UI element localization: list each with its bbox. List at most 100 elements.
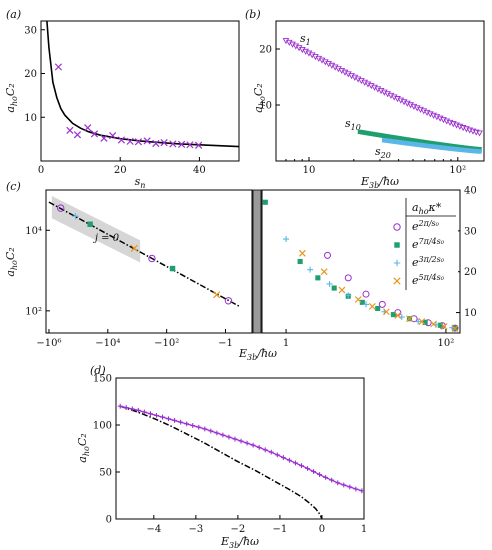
annotation-s20-sub: 20 — [380, 151, 391, 160]
y-tick-label-d: 0 — [106, 515, 112, 526]
annotation-s1-main: s — [300, 32, 306, 45]
data-point-d — [184, 421, 190, 427]
axis-break-band — [252, 189, 262, 334]
data-point-d — [208, 428, 214, 434]
data-point-d — [135, 407, 141, 413]
x-axis-label-b-main: E — [360, 175, 369, 188]
data-point-c-s3 — [394, 312, 402, 319]
data-point-s1 — [413, 138, 418, 143]
y-axis-label-a-main: a — [4, 106, 17, 113]
data-point-s1 — [444, 143, 449, 148]
y-axis-label-c-rest: C₂ — [4, 247, 17, 260]
data-point-c-s1 — [422, 319, 428, 325]
data-point-d — [329, 477, 335, 483]
data-point-s1 — [415, 138, 420, 144]
y-tick-label-a: 20 — [24, 69, 37, 80]
data-point — [186, 141, 194, 149]
fit-curve — [46, 21, 239, 148]
y-axis-label-b-sub: ho — [258, 96, 267, 106]
data-point-d — [166, 416, 171, 422]
plot-frame-c-right — [261, 189, 461, 334]
data-point-s1 — [468, 146, 473, 151]
data-point — [117, 136, 126, 144]
data-point-s1 — [428, 140, 434, 146]
legend-entry-base: e — [412, 220, 419, 233]
legend-entry: e5π/4s₀ — [412, 273, 445, 287]
legend-entry-base: e — [412, 256, 419, 269]
data-point — [100, 134, 108, 142]
x-axis-label-a-sub: n — [140, 181, 145, 190]
panel-label-b: (b) — [245, 8, 261, 21]
data-point — [73, 131, 82, 139]
data-point-c-s3 — [430, 320, 437, 328]
plot-area-b — [282, 38, 483, 154]
y-axis-label-c: ahoC₂ — [4, 247, 19, 276]
data-point-s1 — [446, 143, 451, 148]
data-point-c-s1 — [297, 258, 303, 265]
data-point-d — [202, 426, 208, 432]
data-point-d — [190, 423, 196, 428]
data-point-d — [256, 445, 262, 450]
data-point-d — [286, 457, 292, 463]
data-point-s1 — [395, 135, 400, 141]
data-point-c-s2 — [307, 266, 314, 273]
data-point-c-s2 — [283, 236, 290, 243]
data-point — [54, 63, 63, 71]
x-tick-label-b: 10 — [303, 165, 316, 176]
x-axis-label-d-sub: 3b — [229, 541, 239, 550]
data-point-s1 — [435, 141, 440, 147]
panel-label-d: (d) — [90, 364, 106, 377]
y-tick-label-c-right: 20 — [464, 267, 477, 278]
annotation-s10-sub: 10 — [351, 123, 361, 132]
x-axis-label-b: E3b/ħω — [360, 175, 399, 190]
annotation-s1-sub: 1 — [306, 38, 311, 47]
plot-area-d — [117, 403, 364, 519]
data-point-s1 — [470, 146, 476, 151]
data-point-d — [196, 424, 202, 430]
data-point-c-s3 — [451, 325, 459, 332]
data-point-s1 — [357, 129, 363, 135]
data-point-c-s0 — [344, 274, 352, 282]
data-point-d — [274, 452, 280, 458]
data-point-c-left — [87, 221, 93, 227]
dash-dot-curve-c — [48, 201, 241, 308]
data-point-c-s3 — [320, 268, 328, 276]
x-tick-label-a: 0 — [38, 165, 44, 176]
x-tick-label-d: 1 — [361, 524, 367, 535]
legend-entry-exp: 5π/4s₀ — [419, 273, 445, 282]
annotation-s20: s20 — [375, 145, 391, 160]
data-point-d — [250, 442, 256, 448]
data-point-c-s0 — [324, 251, 332, 259]
data-point-c-s3 — [418, 318, 426, 325]
data-point-d — [262, 447, 268, 453]
data-point-c-s2 — [415, 318, 422, 325]
data-point — [143, 137, 151, 145]
annotation-s20-main: s — [375, 145, 381, 158]
data-point-d — [232, 436, 238, 442]
data-point-c-left — [148, 254, 156, 263]
data-point-s1 — [433, 141, 438, 146]
x-tick-label-c-left: −10² — [154, 338, 179, 349]
legend-marker — [394, 242, 400, 248]
data-point-d — [117, 403, 123, 409]
data-point-c-s1 — [331, 285, 337, 291]
x-tick-label-a: 40 — [193, 165, 206, 176]
y-axis-label-b-main: a — [252, 106, 265, 113]
data-point-d — [148, 411, 153, 417]
data-point-s1 — [464, 145, 469, 151]
x-axis-label-b-rest: /ħω — [378, 175, 399, 188]
data-point-s1 — [457, 144, 462, 150]
plot-area-c-right — [262, 199, 459, 332]
data-point — [84, 124, 92, 132]
data-point-s1 — [373, 132, 378, 137]
x-axis-label-c: E3b/ħω — [238, 347, 277, 362]
x-tick-label-d: −1 — [273, 524, 288, 535]
data-point-c-s1 — [375, 305, 381, 312]
x-axis-label-d-rest: /ħω — [238, 535, 259, 548]
legend-entry-base: e — [412, 274, 419, 287]
data-point-c-left — [213, 291, 221, 299]
y-tick-label-c-right: 40 — [464, 186, 477, 197]
legend-marker — [393, 277, 401, 285]
data-point-c-s3 — [382, 308, 390, 316]
data-point-s1 — [439, 142, 445, 147]
